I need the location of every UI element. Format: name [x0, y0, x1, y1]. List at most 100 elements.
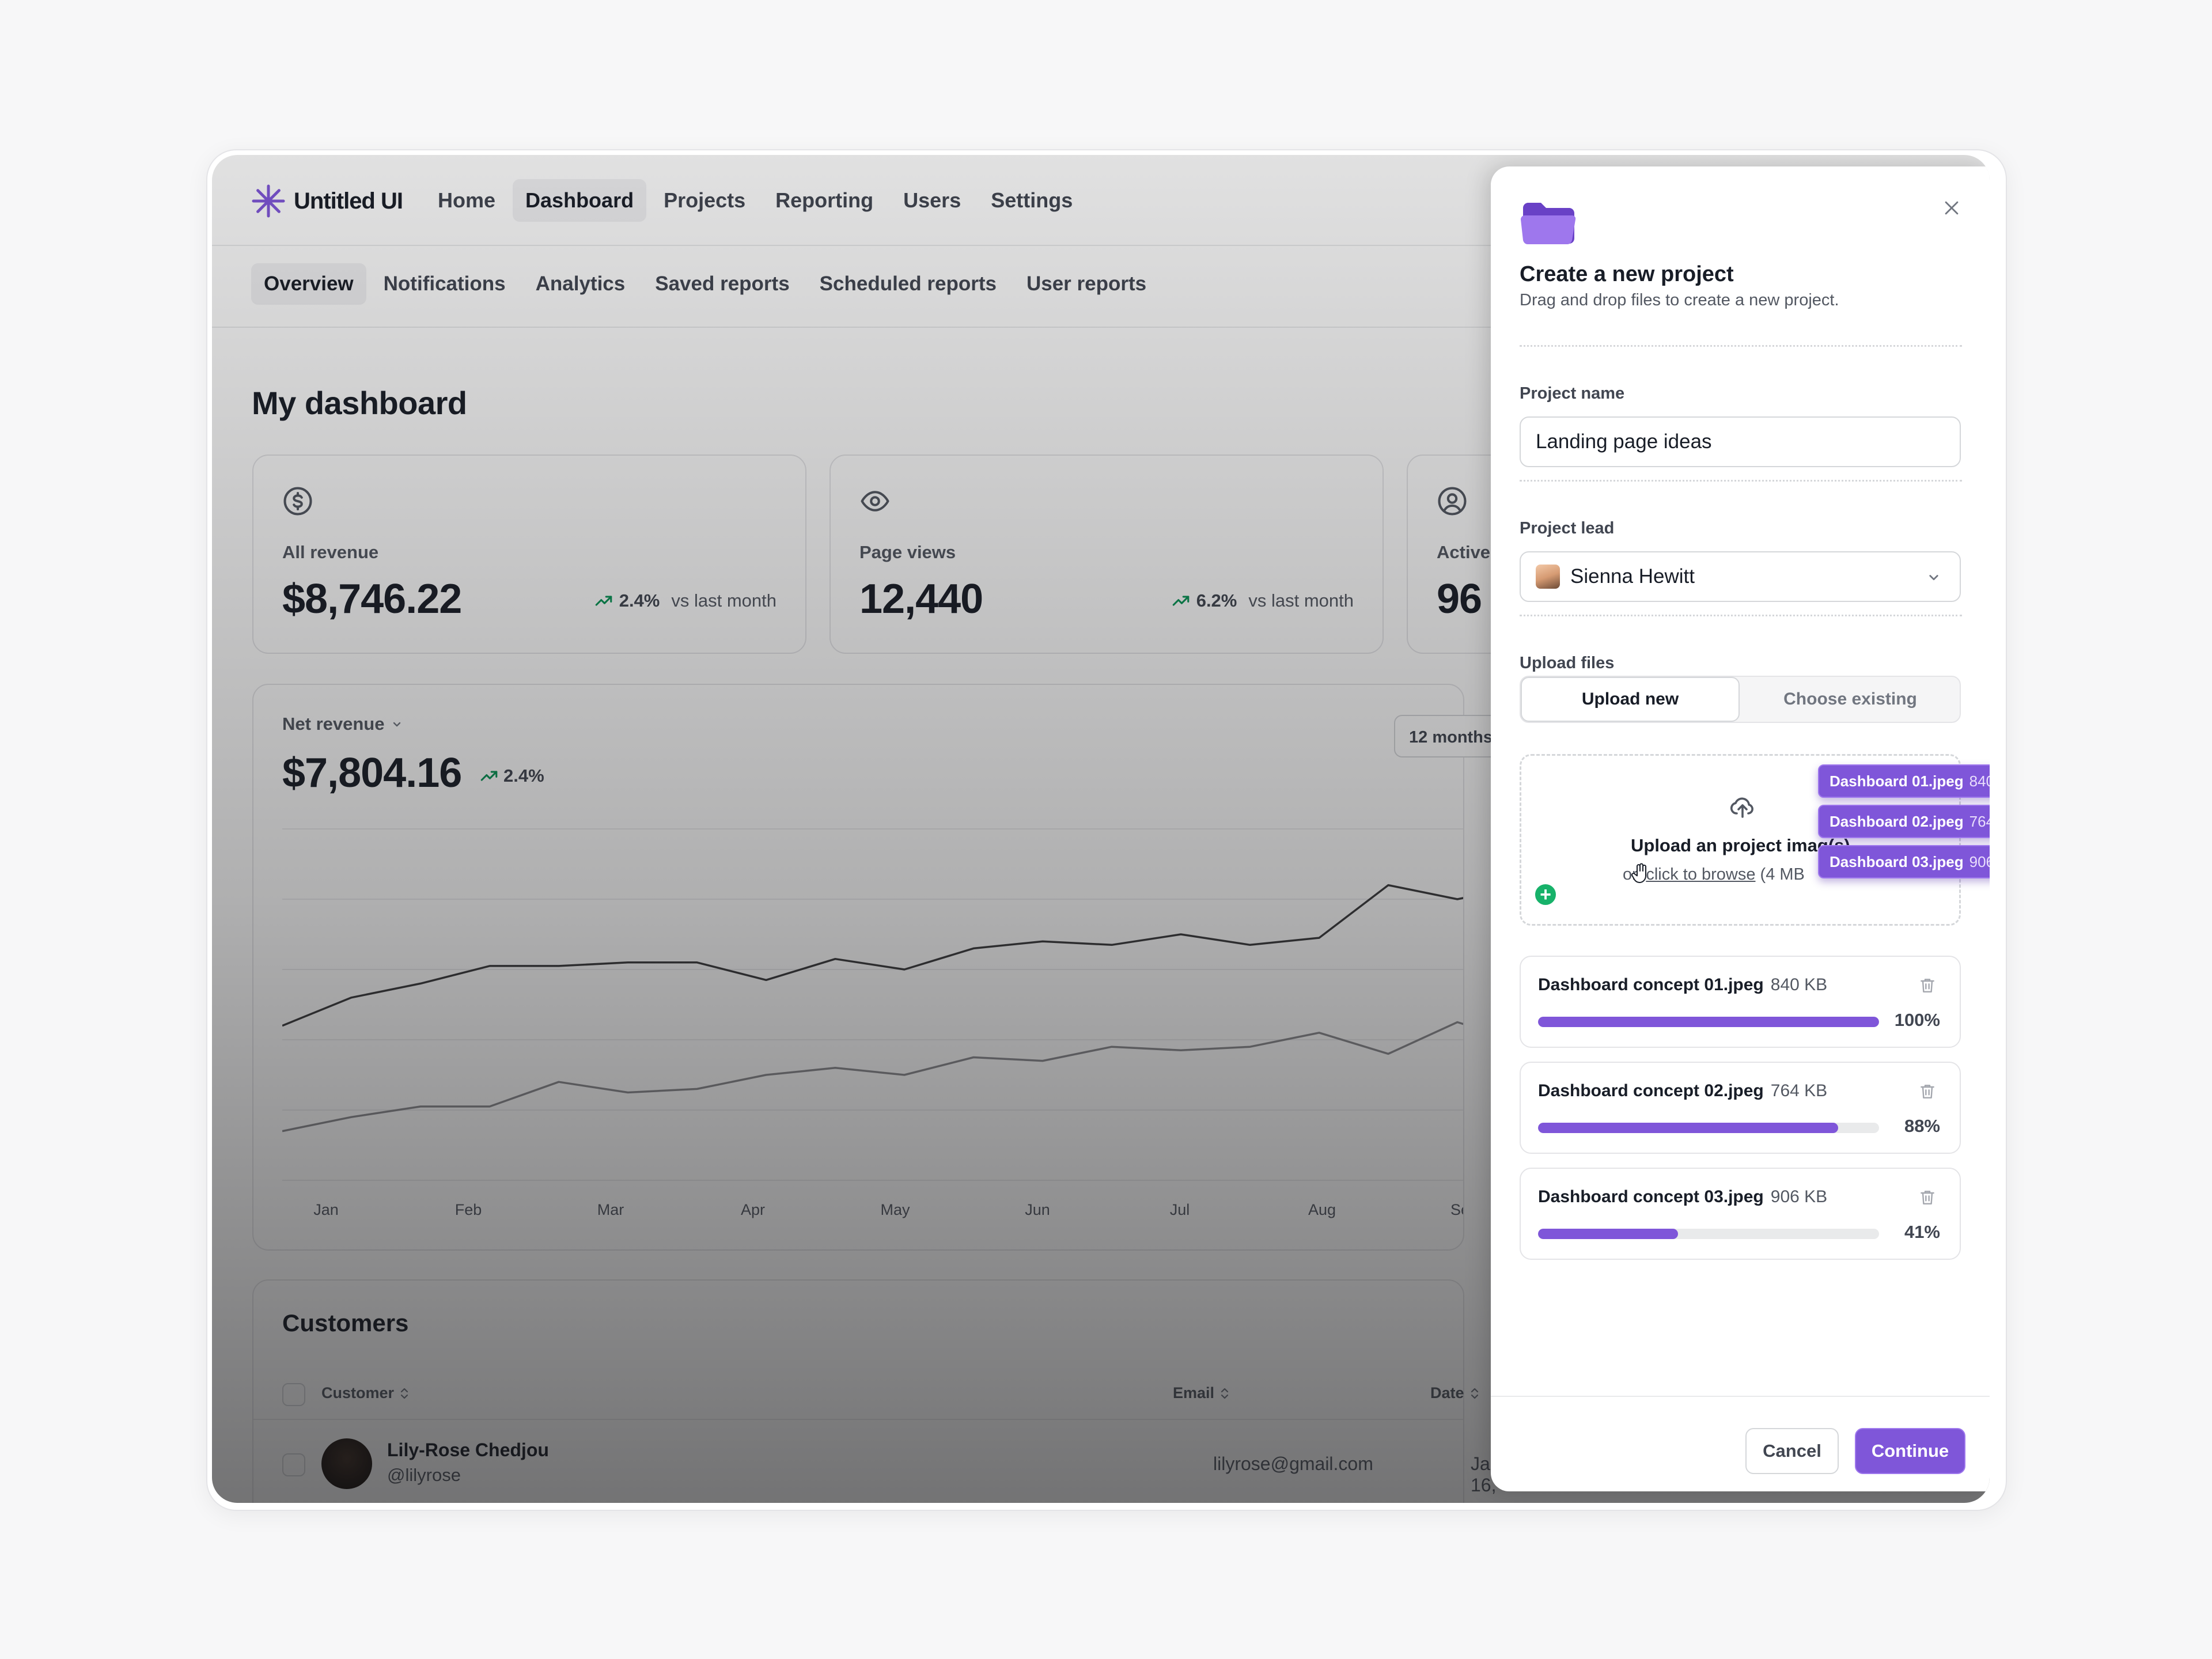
customers-card: Customers Customer Email Date Lily-Rose … [252, 1279, 1501, 1503]
chip-file-name: Dashboard 03.jpeg [1830, 853, 1964, 870]
nav-users[interactable]: Users [903, 188, 961, 212]
tab-overview[interactable]: Overview [251, 263, 366, 305]
nav-home[interactable]: Home [438, 188, 496, 212]
close-button[interactable] [1934, 191, 1969, 225]
x-tick-label: May [880, 1201, 910, 1218]
trend-up-icon [595, 596, 612, 606]
stat-card-revenue: All revenue $8,746.22 2.4% vs last month [252, 454, 806, 654]
table-divider [253, 1419, 1463, 1420]
chip-file-size: 906 KB [1969, 853, 1990, 870]
x-tick-label: Aug [1308, 1201, 1336, 1218]
stat-trend: 2.4% vs last month [594, 590, 777, 611]
progress-fill [1538, 1017, 1879, 1027]
app-logo[interactable]: Untitled UI [251, 183, 403, 219]
chip-file-name: Dashboard 01.jpeg [1830, 772, 1964, 790]
column-header-customer[interactable]: Customer [321, 1384, 410, 1402]
trend-percent: 6.2% [1196, 590, 1237, 611]
progress-fill [1538, 1229, 1678, 1239]
cancel-button[interactable]: Cancel [1745, 1428, 1839, 1474]
add-file-plus-icon: + [1533, 882, 1558, 907]
upload-source-toggle: Upload new Choose existing [1520, 676, 1961, 723]
x-tick-label: Mar [597, 1201, 624, 1218]
dragged-file-chip[interactable]: Dashboard 01.jpeg 840 KB [1818, 764, 1990, 798]
logo-mark-icon [252, 184, 285, 218]
main-nav: Home Dashboard Projects Reporting Users … [425, 179, 1085, 222]
project-name-label: Project name [1520, 384, 1625, 403]
trend-percent: 2.4% [503, 766, 544, 786]
stat-label: Page views [859, 542, 956, 562]
row-checkbox[interactable] [282, 1453, 305, 1476]
chip-file-size: 840 KB [1969, 772, 1990, 790]
divider [1520, 480, 1962, 482]
chart-total-value: $7,804.16 [282, 750, 462, 796]
stat-label: All revenue [282, 542, 379, 562]
close-icon [1945, 201, 1959, 215]
stat-value: 96 [1437, 576, 1482, 622]
nav-settings[interactable]: Settings [991, 188, 1073, 212]
nav-reporting[interactable]: Reporting [775, 188, 874, 212]
file-dropzone[interactable]: Upload an project imag(s) or, click to b… [1520, 754, 1961, 926]
avatar [321, 1438, 372, 1489]
nav-dashboard[interactable]: Dashboard [513, 179, 647, 222]
sub-nav-tabs: Overview Notifications Analytics Saved r… [251, 263, 1159, 305]
file-name-line: Dashboard concept 01.jpeg 840 KB [1538, 975, 1827, 995]
stat-card-page-views: Page views 12,440 6.2% vs last month [830, 454, 1384, 654]
tab-saved-reports[interactable]: Saved reports [655, 272, 790, 295]
column-header-email[interactable]: Email [1173, 1384, 1230, 1402]
net-revenue-selector[interactable]: Net revenue [282, 714, 404, 734]
upload-file-item: Dashboard concept 02.jpeg 764 KB 88% [1520, 1062, 1961, 1154]
continue-button[interactable]: Continue [1855, 1428, 1965, 1474]
folder-icon [1521, 203, 1576, 244]
column-label: Email [1173, 1384, 1215, 1402]
tab-user-reports[interactable]: User reports [1026, 272, 1147, 295]
sort-icon [1471, 1388, 1478, 1399]
customers-title: Customers [282, 1309, 409, 1336]
nav-projects[interactable]: Projects [664, 188, 746, 212]
progress-percent: 88% [1904, 1116, 1940, 1136]
column-header-date[interactable]: Date [1430, 1384, 1480, 1402]
column-label: Date [1430, 1384, 1464, 1402]
stat-trend: 6.2% vs last month [1171, 590, 1354, 611]
stat-value: $8,746.22 [282, 576, 462, 622]
progress-fill [1538, 1123, 1838, 1133]
tab-analytics[interactable]: Analytics [535, 272, 626, 295]
net-revenue-line-chart: JanFebMarAprMayJunJulAugSepOct [282, 828, 1463, 1218]
trend-compare: vs last month [671, 590, 777, 611]
trash-icon[interactable] [1918, 1082, 1937, 1101]
select-all-checkbox[interactable] [282, 1383, 305, 1406]
x-tick-label: Jun [1025, 1201, 1050, 1218]
project-name-input[interactable]: Landing page ideas [1520, 416, 1961, 467]
series-line-1 [282, 884, 1463, 1027]
chart-trend: 2.4% [479, 766, 544, 786]
divider [1520, 345, 1962, 347]
column-label: Customer [321, 1384, 395, 1402]
sort-icon [1221, 1388, 1229, 1399]
file-size: 906 KB [1770, 1187, 1828, 1206]
dropzone-title-text: Upload an project imag [1631, 835, 1828, 855]
create-project-modal: Create a new project Drag and drop files… [1491, 166, 1990, 1491]
file-name: Dashboard concept 03.jpeg [1538, 1187, 1764, 1206]
dragged-file-chip[interactable]: Dashboard 02.jpeg 764 KB [1818, 805, 1990, 838]
progress-percent: 100% [1894, 1010, 1940, 1030]
chart-label: Net revenue [282, 714, 385, 734]
tab-upload-new[interactable]: Upload new [1521, 677, 1740, 722]
project-lead-label: Project lead [1520, 519, 1615, 537]
trend-percent: 2.4% [619, 590, 660, 611]
chevron-down-icon [393, 722, 401, 727]
x-tick-label: Jul [1170, 1201, 1190, 1218]
trash-icon[interactable] [1918, 1188, 1937, 1207]
trash-icon[interactable] [1918, 976, 1937, 995]
browse-link[interactable]: click to browse [1646, 865, 1756, 884]
page-title: My dashboard [252, 385, 467, 421]
avatar [1536, 565, 1560, 589]
dropzone-hint: or, click to browse (4 MB [1623, 865, 1805, 884]
tab-scheduled-reports[interactable]: Scheduled reports [819, 272, 997, 295]
file-name-line: Dashboard concept 03.jpeg 906 KB [1538, 1187, 1827, 1207]
file-name: Dashboard concept 01.jpeg [1538, 975, 1764, 994]
tab-notifications[interactable]: Notifications [383, 272, 506, 295]
dragged-file-chip[interactable]: Dashboard 03.jpeg 906 KB [1818, 845, 1990, 878]
series-line-2 [282, 1021, 1463, 1132]
chip-file-size: 764 KB [1969, 812, 1990, 830]
tab-choose-existing[interactable]: Choose existing [1783, 690, 1917, 709]
project-lead-select[interactable]: Sienna Hewitt [1520, 551, 1961, 602]
